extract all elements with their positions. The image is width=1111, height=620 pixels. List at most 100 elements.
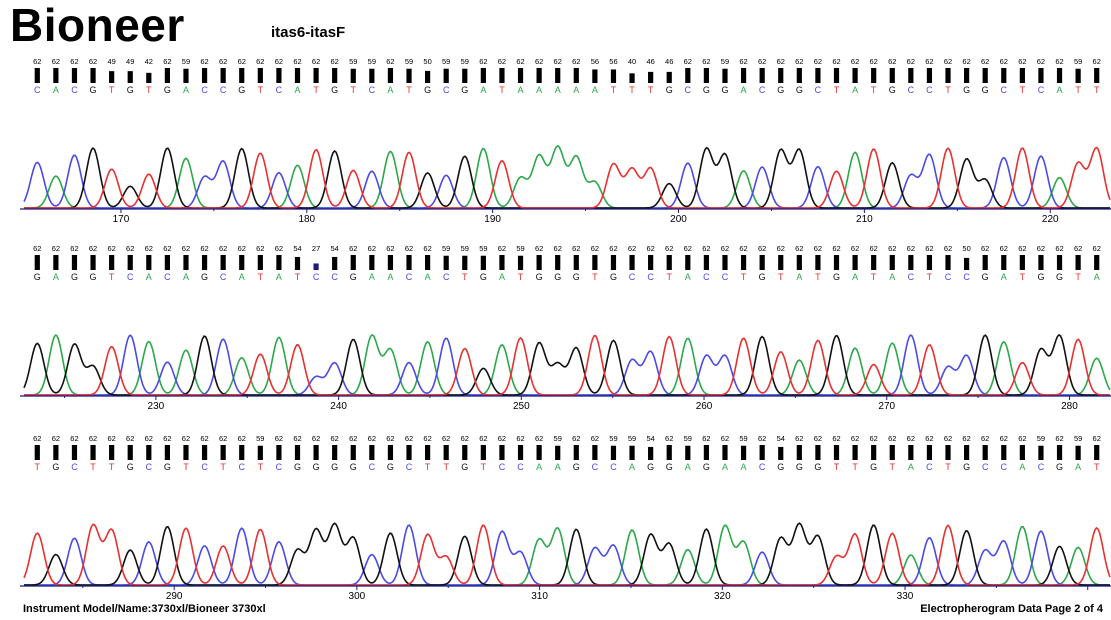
base-call: T <box>1020 272 1026 282</box>
base-call: C <box>759 462 766 472</box>
quality-value: 62 <box>331 57 339 66</box>
quality-value: 62 <box>423 244 431 253</box>
quality-bar <box>127 445 133 460</box>
quality-bar <box>183 445 189 460</box>
base-call: A <box>592 85 598 95</box>
quality-bar <box>722 68 728 83</box>
base-call: A <box>518 85 524 95</box>
quality-bar <box>443 255 449 270</box>
quality-bar <box>964 257 970 270</box>
quality-value: 62 <box>1037 57 1045 66</box>
quality-bar <box>332 68 338 83</box>
base-call: T <box>499 85 505 95</box>
quality-value: 59 <box>349 57 357 66</box>
quality-bar <box>778 255 784 270</box>
quality-bar <box>871 445 877 460</box>
base-call: G <box>90 272 97 282</box>
quality-value: 62 <box>293 57 301 66</box>
base-call: A <box>555 462 561 472</box>
base-call: A <box>1001 272 1007 282</box>
quality-value: 62 <box>758 57 766 66</box>
quality-value: 62 <box>888 244 896 253</box>
base-call: G <box>313 462 320 472</box>
quality-bar <box>852 255 858 270</box>
base-call: A <box>796 272 802 282</box>
quality-bar <box>276 445 282 460</box>
quality-bar <box>257 255 263 270</box>
base-call: G <box>238 85 245 95</box>
quality-bar <box>406 68 412 83</box>
quality-value: 62 <box>498 57 506 66</box>
quality-value: 62 <box>275 57 283 66</box>
x-tick-label: 290 <box>166 591 183 602</box>
quality-value: 62 <box>423 434 431 443</box>
quality-bar <box>555 68 561 83</box>
quality-bar <box>982 445 988 460</box>
quality-value: 62 <box>70 57 78 66</box>
quality-value: 59 <box>554 434 562 443</box>
base-call: T <box>815 272 821 282</box>
quality-value: 50 <box>423 57 431 66</box>
quality-value: 56 <box>591 57 599 66</box>
quality-value: 50 <box>962 244 970 253</box>
electropherogram-panel-3: 62 T 62 G 62 C 62 T 62 T 62 G 62 C 62 G 62 T 62 C 62 T 62 C 59 T 6… <box>20 434 1111 602</box>
base-call: A <box>387 85 393 95</box>
quality-bar <box>703 255 709 270</box>
x-tick-label: 170 <box>113 214 130 225</box>
quality-bar <box>982 68 988 83</box>
instrument-info: Instrument Model/Name:3730xl/Bioneer 373… <box>23 603 266 615</box>
quality-bar <box>759 68 765 83</box>
quality-bar <box>109 71 115 83</box>
base-call: T <box>927 272 933 282</box>
base-call: G <box>610 272 617 282</box>
base-call: A <box>294 85 300 95</box>
base-call: G <box>164 462 171 472</box>
base-call: A <box>239 272 245 282</box>
base-call: T <box>351 85 357 95</box>
quality-value: 59 <box>609 434 617 443</box>
quality-value: 62 <box>1000 244 1008 253</box>
base-call: C <box>220 85 227 95</box>
quality-bar <box>926 255 933 270</box>
quality-value: 62 <box>498 434 506 443</box>
base-call: T <box>443 462 449 472</box>
quality-value: 62 <box>368 434 376 443</box>
quality-value: 62 <box>962 434 970 443</box>
quality-bar <box>759 445 765 460</box>
quality-bar <box>425 445 431 460</box>
base-call: C <box>313 272 320 282</box>
quality-value: 62 <box>1000 57 1008 66</box>
quality-value: 62 <box>331 434 339 443</box>
base-call: T <box>592 272 598 282</box>
trace-C <box>23 153 1110 209</box>
quality-bar <box>183 68 189 83</box>
quality-bar <box>332 256 338 270</box>
trace-T <box>23 523 1111 586</box>
base-call: C <box>685 85 692 95</box>
quality-value: 62 <box>907 244 915 253</box>
quality-bar <box>201 68 208 83</box>
quality-bar <box>796 68 802 83</box>
quality-bar <box>648 446 654 460</box>
quality-value: 62 <box>312 434 320 443</box>
base-call: G <box>350 272 357 282</box>
base-call: A <box>685 462 691 472</box>
quality-bar <box>1038 68 1044 83</box>
quality-bar <box>740 255 747 270</box>
base-call: T <box>890 462 896 472</box>
base-call: T <box>871 85 877 95</box>
quality-value: 62 <box>665 244 673 253</box>
quality-bar <box>889 445 895 460</box>
quality-bar <box>499 68 505 83</box>
base-call: C <box>610 462 617 472</box>
quality-value: 54 <box>293 244 301 253</box>
base-call: C <box>127 272 134 282</box>
quality-value: 62 <box>1055 434 1063 443</box>
quality-bar <box>517 68 524 83</box>
quality-bar <box>1094 445 1100 460</box>
quality-value: 62 <box>219 57 227 66</box>
quality-value: 62 <box>888 434 896 443</box>
quality-value: 62 <box>275 434 283 443</box>
quality-bar <box>889 68 895 83</box>
quality-bar <box>480 445 486 460</box>
